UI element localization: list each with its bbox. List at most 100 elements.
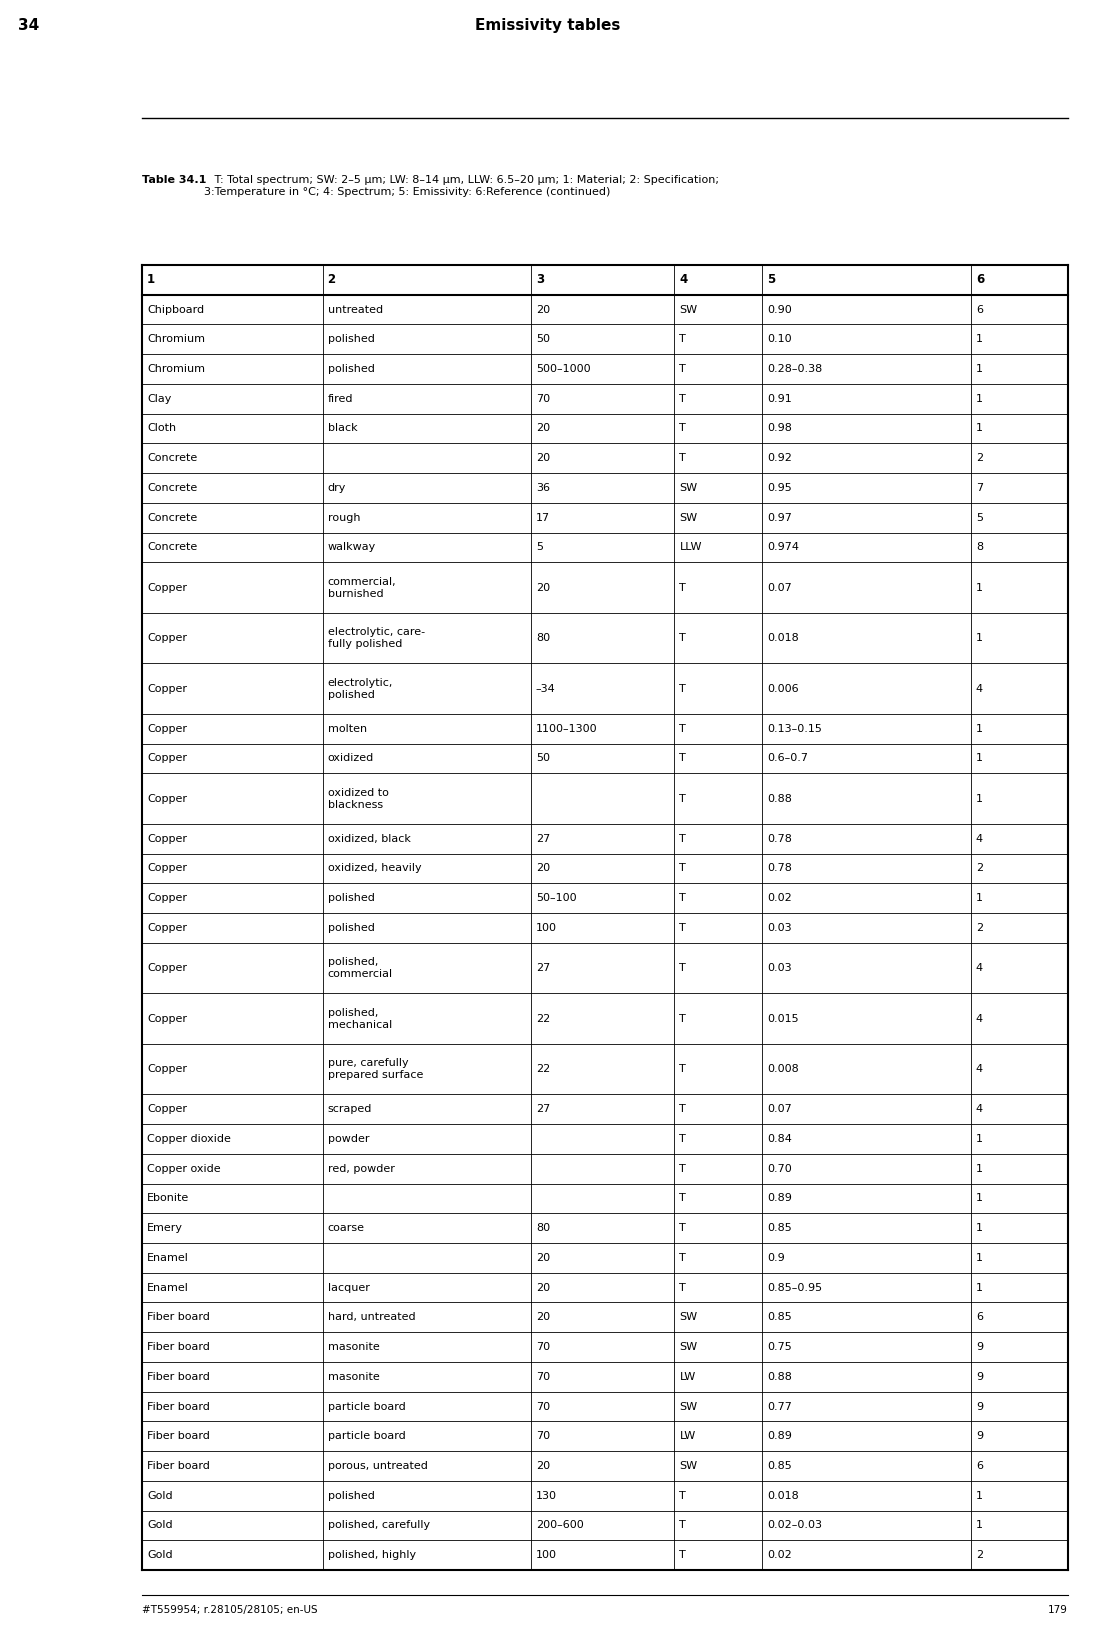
Text: Copper: Copper [147,834,187,844]
Text: 2: 2 [975,1550,983,1560]
Text: Fiber board: Fiber board [147,1313,209,1323]
Text: 2: 2 [328,273,335,286]
Text: red, powder: red, powder [328,1164,395,1174]
Text: Copper: Copper [147,963,187,973]
Text: 0.6–0.7: 0.6–0.7 [767,754,809,764]
Text: 20: 20 [536,1313,550,1323]
Text: 6: 6 [975,304,983,314]
Text: 0.018: 0.018 [767,633,799,643]
Text: Copper: Copper [147,893,187,903]
Text: T: T [680,1135,686,1144]
Text: T: T [680,423,686,433]
Text: 0.03: 0.03 [767,922,792,934]
Text: polished: polished [328,365,375,374]
Text: molten: molten [328,724,367,734]
Text: Concrete: Concrete [147,513,197,523]
Text: Emery: Emery [147,1223,183,1233]
Text: Fiber board: Fiber board [147,1401,209,1411]
Text: 20: 20 [536,453,550,463]
Text: SW: SW [680,1313,697,1323]
Text: 0.10: 0.10 [767,334,792,345]
Text: lacquer: lacquer [328,1282,369,1293]
Text: 179: 179 [1048,1606,1068,1615]
Text: Copper: Copper [147,793,187,803]
Text: 9: 9 [975,1372,983,1382]
Text: 4: 4 [975,963,983,973]
Text: oxidized, black: oxidized, black [328,834,410,844]
Text: T: T [680,1282,686,1293]
Text: Ebonite: Ebonite [147,1194,190,1203]
Text: 5: 5 [767,273,776,286]
Text: porous, untreated: porous, untreated [328,1462,427,1472]
Text: T: T [680,1223,686,1233]
Text: Clay: Clay [147,394,171,404]
Text: T: T [680,453,686,463]
Text: 0.85: 0.85 [767,1313,792,1323]
Text: Copper: Copper [147,863,187,873]
Text: Copper: Copper [147,1104,187,1113]
Text: 20: 20 [536,1462,550,1472]
Text: 20: 20 [536,582,550,592]
Text: 80: 80 [536,633,550,643]
Text: 20: 20 [536,304,550,314]
Text: 7: 7 [975,482,983,492]
Text: 27: 27 [536,963,550,973]
Text: 20: 20 [536,423,550,433]
Text: SW: SW [680,1462,697,1472]
Text: 1: 1 [975,1491,983,1501]
Text: Enamel: Enamel [147,1282,189,1293]
Text: 1: 1 [975,1252,983,1262]
Text: 1: 1 [975,365,983,374]
Text: 1: 1 [975,754,983,764]
Text: 0.13–0.15: 0.13–0.15 [767,724,822,734]
Text: 4: 4 [975,834,983,844]
Text: fired: fired [328,394,353,404]
Text: polished: polished [328,922,375,934]
Text: 0.88: 0.88 [767,793,792,803]
Text: 70: 70 [536,1401,550,1411]
Text: 1: 1 [975,334,983,345]
Text: 100: 100 [536,1550,557,1560]
Text: 0.03: 0.03 [767,963,792,973]
Text: Chromium: Chromium [147,334,205,345]
Text: T: T [680,1194,686,1203]
Text: T: T [680,724,686,734]
Text: Copper: Copper [147,922,187,934]
Text: powder: powder [328,1135,369,1144]
Text: Fiber board: Fiber board [147,1372,209,1382]
Text: Fiber board: Fiber board [147,1462,209,1472]
Text: Copper: Copper [147,633,187,643]
Text: 27: 27 [536,834,550,844]
Text: 70: 70 [536,1342,550,1352]
Text: 20: 20 [536,1252,550,1262]
Text: polished: polished [328,893,375,903]
Text: untreated: untreated [328,304,383,314]
Text: 100: 100 [536,922,557,934]
Text: 27: 27 [536,1104,550,1113]
Text: 0.84: 0.84 [767,1135,792,1144]
Text: coarse: coarse [328,1223,365,1233]
Text: 0.78: 0.78 [767,863,792,873]
Text: polished,
commercial: polished, commercial [328,956,392,979]
Text: rough: rough [328,513,361,523]
Text: 0.97: 0.97 [767,513,792,523]
Text: Fiber board: Fiber board [147,1342,209,1352]
Text: Chromium: Chromium [147,365,205,374]
Text: 36: 36 [536,482,550,492]
Text: oxidized, heavily: oxidized, heavily [328,863,421,873]
Text: 200–600: 200–600 [536,1521,584,1530]
Text: 20: 20 [536,1282,550,1293]
Text: Copper: Copper [147,683,187,693]
Text: T: T [680,893,686,903]
Text: 1: 1 [975,893,983,903]
Text: polished: polished [328,1491,375,1501]
Text: oxidized: oxidized [328,754,374,764]
Text: commercial,
burnished: commercial, burnished [328,577,396,598]
Text: scraped: scraped [328,1104,372,1113]
Text: polished, highly: polished, highly [328,1550,415,1560]
Text: 0.91: 0.91 [767,394,792,404]
Text: 0.75: 0.75 [767,1342,792,1352]
Text: 0.02: 0.02 [767,1550,792,1560]
Text: 0.9: 0.9 [767,1252,785,1262]
Text: T: T [680,1014,686,1024]
